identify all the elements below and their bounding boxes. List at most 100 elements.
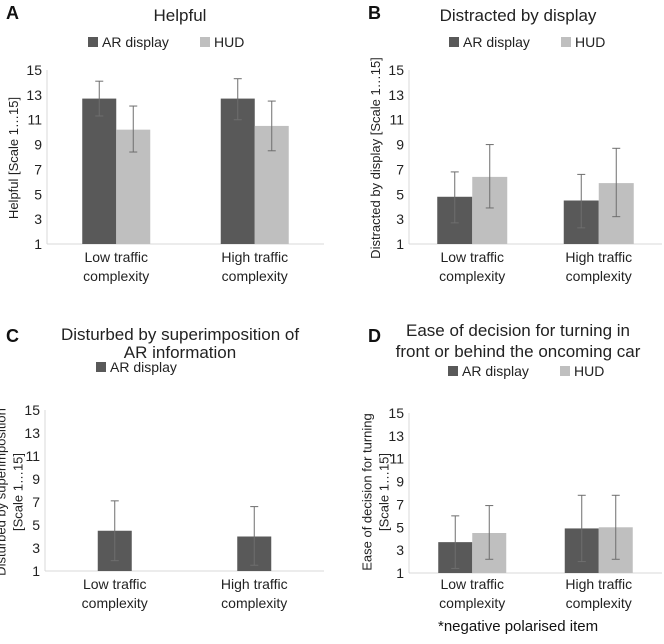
legend-swatch-c xyxy=(96,362,106,372)
footnote: *negative polarised item xyxy=(438,618,599,635)
panel-d: D Ease of decision for turning in front o… xyxy=(360,321,662,611)
x-tick-label-d: complexity xyxy=(439,595,505,611)
y-tick-label-a: 1 xyxy=(34,236,42,252)
y-tick-label-c: 15 xyxy=(24,402,40,418)
y-tick-label-d: 5 xyxy=(396,519,404,535)
y-tick-label-d: 3 xyxy=(396,542,404,558)
legend-swatch-a xyxy=(88,37,98,47)
x-tick-label-a: High traffic xyxy=(221,249,288,265)
legend-label-b: HUD xyxy=(575,34,605,50)
legend-c: AR display xyxy=(96,359,177,375)
y-tick-label-d: 13 xyxy=(388,428,404,444)
panel-a: A Helpful AR display HUD Helpful [Scale 1… xyxy=(6,3,324,284)
y-tick-label-c: 1 xyxy=(32,563,40,579)
x-tick-label-c: High traffic xyxy=(221,576,288,592)
y-axis-label-line-c: [Scale 1…15] xyxy=(11,453,26,531)
y-tick-label-b: 7 xyxy=(396,161,404,177)
chart-title-a: Helpful xyxy=(154,6,207,25)
y-tick-label-d: 11 xyxy=(389,451,404,467)
y-tick-label-a: 13 xyxy=(26,87,42,103)
panel-label-d: D xyxy=(368,326,381,346)
y-tick-label-b: 13 xyxy=(388,87,404,103)
y-axis-label-d: Ease of decision for turning [Scale 1…15] xyxy=(360,413,392,571)
y-tick-label-b: 1 xyxy=(396,236,404,252)
legend-swatch-d xyxy=(560,366,570,376)
y-tick-label-b: 3 xyxy=(396,211,404,227)
y-tick-label-a: 3 xyxy=(34,211,42,227)
x-tick-label-b: Low traffic xyxy=(440,249,504,265)
x-tick-label-d: Low traffic xyxy=(440,576,504,592)
legend-swatch-b xyxy=(449,37,459,47)
y-tick-label-c: 13 xyxy=(24,425,40,441)
legend-label-d: HUD xyxy=(574,363,604,379)
y-tick-label-d: 9 xyxy=(396,474,404,490)
chart-title-b: Distracted by display xyxy=(440,6,597,25)
y-tick-label-a: 7 xyxy=(34,161,42,177)
legend-label-b: AR display xyxy=(463,34,530,50)
y-tick-label-b: 5 xyxy=(396,186,404,202)
y-tick-label-a: 9 xyxy=(34,137,42,153)
y-axis-label-c: Disturbed by superimposition [Scale 1…15] xyxy=(0,408,26,576)
y-tick-label-a: 5 xyxy=(34,186,42,202)
x-tick-label-b: High traffic xyxy=(565,249,632,265)
y-tick-label-a: 15 xyxy=(26,62,42,78)
chart-title-line-b: Distracted by display xyxy=(440,6,597,25)
legend-a: AR display HUD xyxy=(88,34,244,50)
legend-label-c: AR display xyxy=(110,359,177,375)
y-axis-label-line-d: Ease of decision for turning xyxy=(360,413,375,571)
y-axis-label-a: Helpful [Scale 1…15] xyxy=(6,97,21,219)
y-tick-label-b: 11 xyxy=(389,112,404,128)
legend-swatch-b xyxy=(561,37,571,47)
bar-a-ar-display xyxy=(82,98,117,244)
legend-label-d: AR display xyxy=(462,363,529,379)
chart-title-line-d: front or behind the oncoming car xyxy=(396,342,641,361)
y-tick-label-a: 11 xyxy=(27,112,42,128)
y-tick-label-c: 7 xyxy=(32,494,40,510)
chart-title-line-d: Ease of decision for turning in xyxy=(406,321,630,340)
y-axis-label-line-b: Distracted by display [Scale 1…15] xyxy=(368,57,383,259)
legend-b: AR display HUD xyxy=(449,34,605,50)
chart-title-d: Ease of decision for turning in front or … xyxy=(396,321,641,361)
x-tick-label-d: High traffic xyxy=(565,576,632,592)
legend-label-a: HUD xyxy=(214,34,244,50)
y-tick-label-c: 11 xyxy=(25,448,40,464)
x-tick-label-c: complexity xyxy=(221,595,287,611)
x-tick-label-c: Low traffic xyxy=(83,576,147,592)
bar-a-ar-display xyxy=(220,98,255,244)
panel-label-b: B xyxy=(368,3,381,23)
y-tick-label-b: 15 xyxy=(388,62,404,78)
y-tick-label-c: 5 xyxy=(32,517,40,533)
legend-swatch-d xyxy=(448,366,458,376)
y-axis-label-line-a: Helpful [Scale 1…15] xyxy=(6,97,21,219)
chart-title-line-c: Disturbed by superimposition of xyxy=(61,325,299,344)
y-axis-label-line-c: Disturbed by superimposition xyxy=(0,408,9,576)
y-tick-label-c: 3 xyxy=(32,540,40,556)
y-tick-label-b: 9 xyxy=(396,137,404,153)
x-tick-label-a: Low traffic xyxy=(84,249,148,265)
legend-d: AR display HUD xyxy=(448,363,604,379)
y-axis-label-line-d: [Scale 1…15] xyxy=(377,453,392,531)
y-tick-label-d: 7 xyxy=(396,496,404,512)
x-tick-label-b: complexity xyxy=(439,268,505,284)
x-tick-label-d: complexity xyxy=(566,595,632,611)
panel-label-a: A xyxy=(6,3,19,23)
panel-b: B Distracted by display AR display HUD Di… xyxy=(368,3,662,284)
chart-title-line-c: AR information xyxy=(124,343,236,362)
y-axis-label-b: Distracted by display [Scale 1…15] xyxy=(368,57,383,259)
chart-title-line-a: Helpful xyxy=(154,6,207,25)
y-tick-label-d: 15 xyxy=(388,405,404,421)
x-tick-label-c: complexity xyxy=(82,595,148,611)
panel-label-c: C xyxy=(6,326,19,346)
legend-swatch-a xyxy=(200,37,210,47)
y-tick-label-c: 9 xyxy=(32,471,40,487)
x-tick-label-a: complexity xyxy=(83,268,149,284)
x-tick-label-b: complexity xyxy=(566,268,632,284)
legend-label-a: AR display xyxy=(102,34,169,50)
